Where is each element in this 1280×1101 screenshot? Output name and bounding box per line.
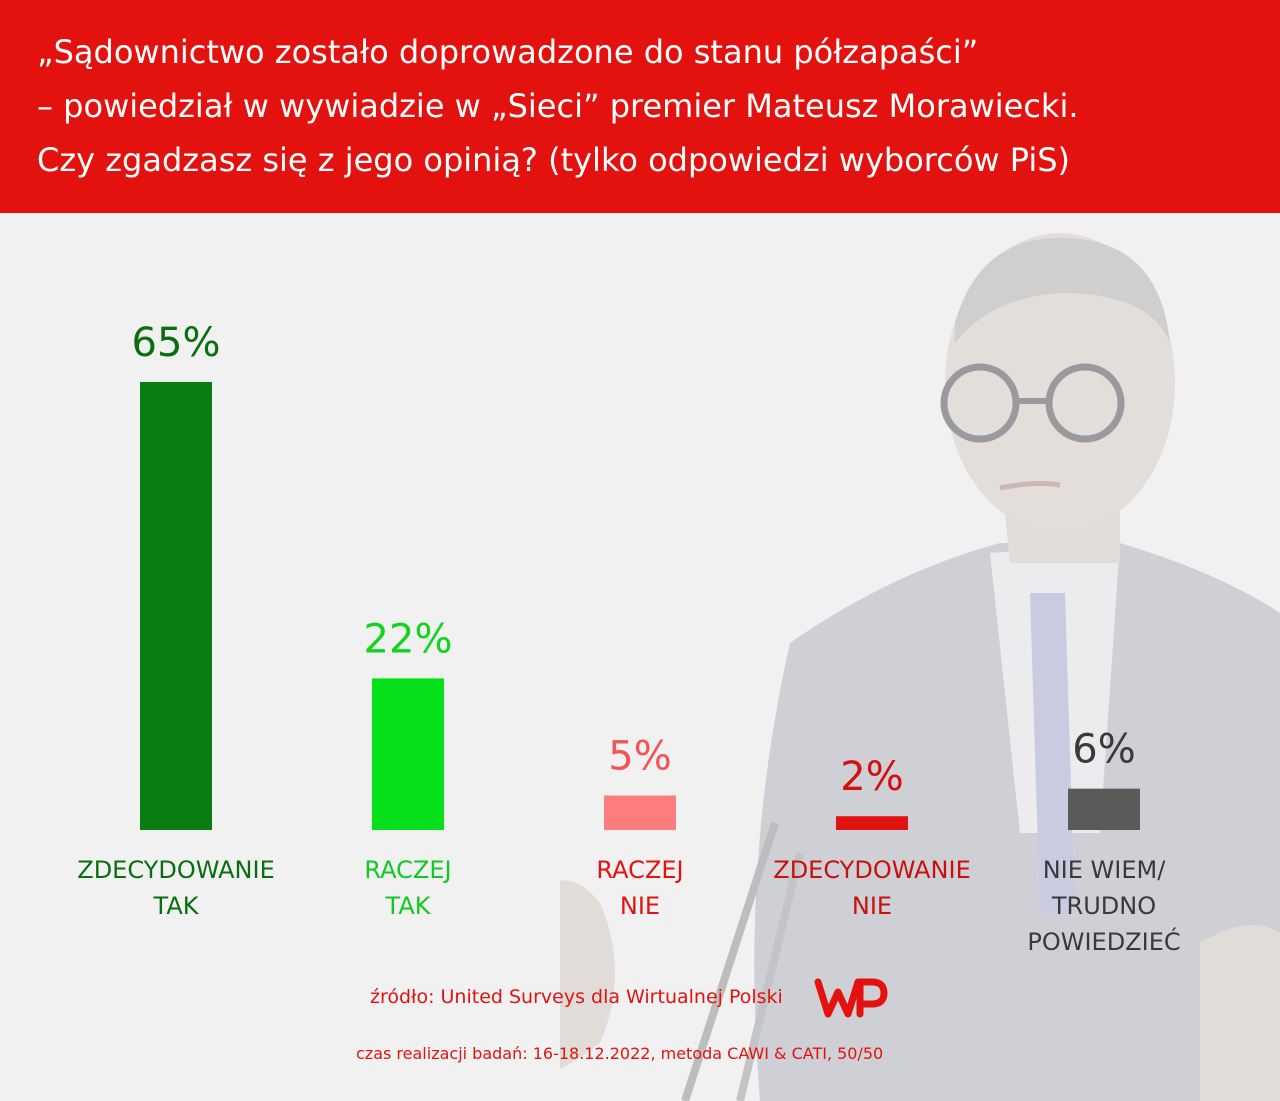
bar-1 — [140, 382, 212, 830]
value-label-3: 5% — [608, 734, 671, 780]
source-note: źródło: United Surveys dla Wirtualnej Po… — [370, 986, 783, 1008]
background-portrait — [560, 233, 1280, 1101]
category-label-3-line-1: RACZEJ — [596, 856, 683, 884]
survey-period: czas realizacji badań: 16-18.12.2022, me… — [356, 1044, 884, 1063]
category-label-4-line-2: NIE — [852, 892, 892, 920]
category-label-5-line-1: NIE WIEM/ — [1043, 856, 1167, 884]
value-label-2: 22% — [364, 616, 453, 662]
bar-5 — [1068, 788, 1140, 830]
title-line-2: – powiedział w wywiadzie w „Sieci” premi… — [37, 87, 1079, 125]
category-label-1-line-1: ZDECYDOWANIE — [77, 856, 274, 884]
title-line-3: Czy zgadzasz się z jego opinią? (tylko o… — [37, 141, 1071, 179]
category-label-2-line-1: RACZEJ — [364, 856, 451, 884]
bar-chart: 65% ZDECYDOWANIE TAK 22% RACZEJ TAK 5% RACZEJ NI… — [77, 320, 1180, 956]
value-label-4: 2% — [840, 754, 903, 800]
wp-logo — [814, 978, 888, 1018]
category-label-3-line-2: NIE — [620, 892, 660, 920]
value-label-1: 65% — [132, 320, 221, 366]
title-line-1: „Sądownictwo zostało doprowadzone do sta… — [37, 33, 979, 71]
bar-3 — [604, 795, 676, 830]
category-label-4-line-1: ZDECYDOWANIE — [773, 856, 970, 884]
category-label-1-line-2: TAK — [153, 892, 200, 920]
category-label-5-line-2: TRUDNO — [1051, 892, 1156, 920]
category-label-5-line-3: POWIEDZIEĆ — [1027, 926, 1180, 956]
title-banner: „Sądownictwo zostało doprowadzone do sta… — [0, 0, 1280, 213]
bar-4 — [836, 816, 908, 830]
category-label-2-line-2: TAK — [385, 892, 432, 920]
bar-2 — [372, 678, 444, 830]
value-label-5: 6% — [1072, 727, 1135, 773]
